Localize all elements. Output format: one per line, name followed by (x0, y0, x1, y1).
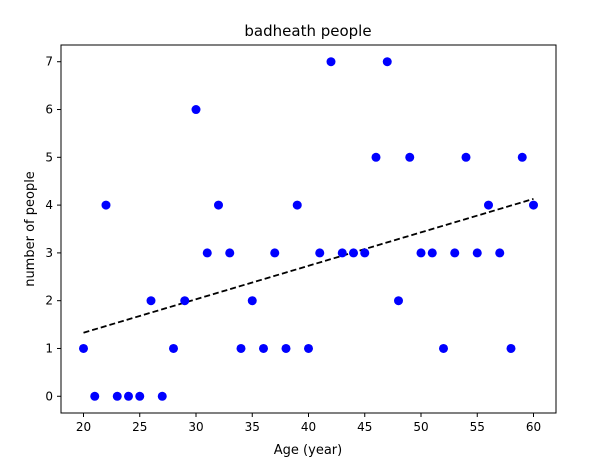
data-point (461, 152, 471, 162)
data-point (484, 200, 493, 210)
data-point (112, 391, 122, 401)
data-point (146, 296, 156, 306)
x-tick-label: 45 (357, 420, 372, 434)
data-point (202, 248, 212, 258)
data-point (405, 152, 415, 162)
data-point (394, 296, 403, 306)
y-tick-label: 2 (45, 294, 53, 308)
y-axis-ticks: 0 1 2 3 4 5 6 7 (45, 55, 61, 403)
data-point (506, 343, 516, 353)
data-point (270, 248, 280, 258)
data-point (236, 343, 246, 353)
data-point (427, 248, 437, 258)
x-tick-label: 40 (301, 420, 316, 434)
data-point (259, 343, 268, 353)
chart-title: badheath people (244, 22, 371, 40)
data-point (382, 57, 392, 67)
data-point (90, 391, 100, 401)
data-point (292, 200, 302, 210)
y-tick-label: 6 (45, 103, 53, 117)
data-point (214, 200, 223, 210)
points-layer (79, 57, 538, 401)
data-point (135, 391, 145, 401)
data-point (157, 391, 167, 401)
data-point (529, 200, 538, 210)
data-point (315, 248, 325, 258)
x-tick-label: 55 (470, 420, 485, 434)
data-point (416, 248, 426, 258)
y-tick-label: 4 (45, 198, 53, 212)
y-tick-label: 3 (45, 246, 53, 260)
y-tick-label: 1 (45, 341, 53, 355)
data-point (517, 152, 527, 162)
y-tick-label: 7 (45, 55, 53, 69)
trendline-layer (83, 198, 534, 334)
data-point (225, 248, 235, 258)
data-point (101, 200, 111, 210)
x-tick-label: 25 (132, 420, 147, 434)
data-point (349, 248, 358, 258)
data-point (472, 248, 482, 258)
y-tick-label: 0 (45, 389, 53, 403)
data-point (439, 343, 448, 353)
data-point (247, 296, 257, 306)
data-point (169, 343, 178, 353)
data-point (326, 57, 336, 67)
data-point (304, 343, 313, 353)
data-point (360, 248, 370, 258)
data-point (79, 343, 88, 353)
x-tick-label: 60 (526, 420, 541, 434)
data-point (495, 248, 505, 258)
data-point (450, 248, 460, 258)
data-point (180, 296, 190, 306)
x-tick-label: 30 (188, 420, 203, 434)
x-tick-label: 35 (245, 420, 260, 434)
data-point (371, 152, 381, 162)
x-axis-label: Age (year) (274, 443, 342, 458)
data-point (124, 391, 133, 401)
y-tick-label: 5 (45, 150, 53, 164)
data-point (337, 248, 347, 258)
x-tick-label: 50 (413, 420, 428, 434)
x-tick-label: 20 (76, 420, 91, 434)
data-point (281, 343, 291, 353)
x-axis-ticks: 20 25 30 35 40 45 50 55 60 (76, 413, 541, 434)
data-point (191, 105, 201, 115)
trendline (83, 198, 534, 334)
y-axis-label: number of people (23, 171, 38, 287)
